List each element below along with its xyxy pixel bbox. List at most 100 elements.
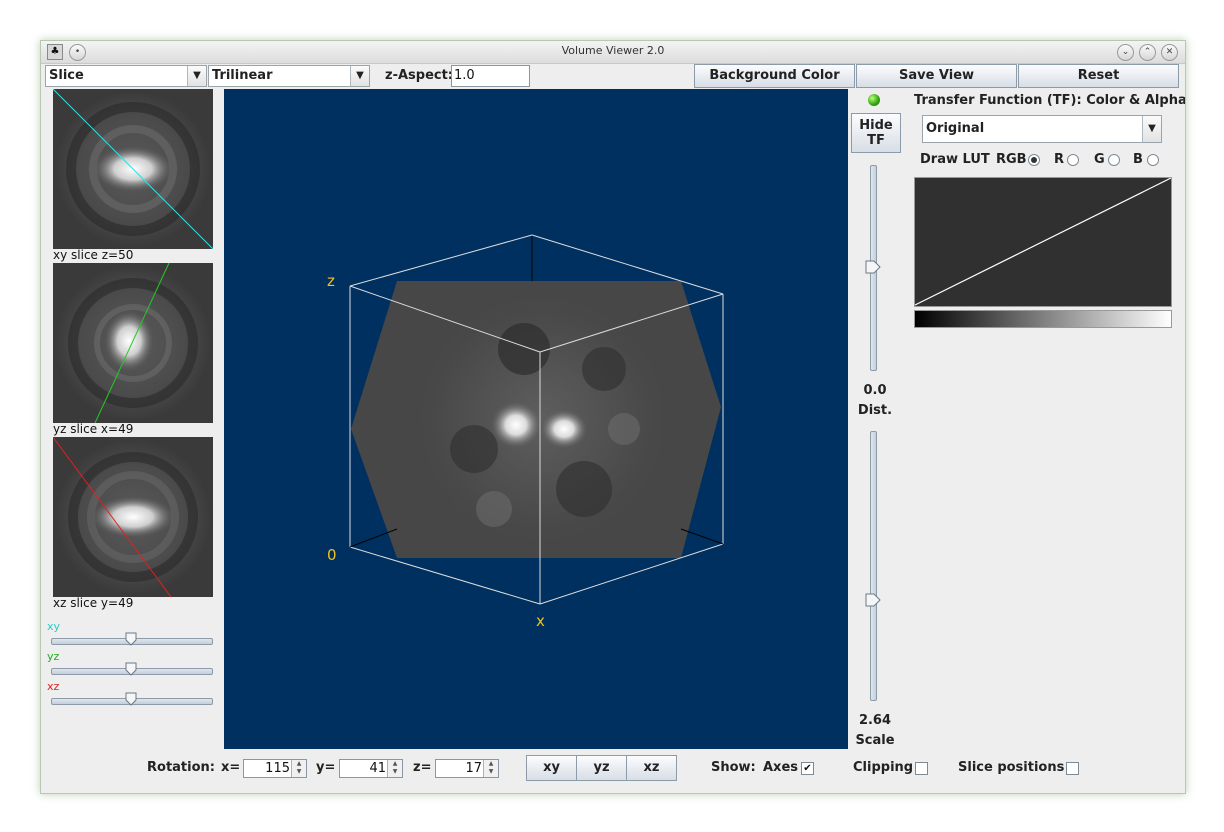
hide-tf-button[interactable]: Hide TF (851, 113, 901, 153)
distance-slider-thumb[interactable] (865, 260, 881, 274)
xz-slice-caption: xz slice y=49 (53, 596, 134, 610)
xy-slice-caption: xy slice z=50 (53, 248, 134, 262)
rotation-z-label: z= (413, 760, 432, 775)
slice-positions-label: Slice positions (958, 760, 1065, 775)
channel-g-radio[interactable] (1108, 154, 1120, 166)
scale-value: 2.64 (858, 713, 892, 728)
channel-b-label: B (1133, 152, 1143, 167)
volume-core (490, 401, 542, 449)
z-aspect-input[interactable]: 1.0 (451, 65, 530, 87)
xz-slice-svg (53, 437, 211, 597)
interpolation-select-value: Trilinear (212, 68, 273, 83)
xy-slider-thumb[interactable] (125, 632, 137, 646)
transfer-function-title: Transfer Function (TF): Color & Alpha (914, 93, 1186, 108)
hide-tf-line2: TF (867, 133, 885, 148)
yz-slice-caption: yz slice x=49 (53, 422, 134, 436)
axes-checkbox[interactable]: ✔ (801, 762, 814, 775)
scale-slider-thumb[interactable] (865, 593, 881, 607)
spinner-arrows-icon[interactable]: ▲ ▼ (483, 760, 498, 777)
channel-rgb-radio[interactable] (1028, 154, 1040, 166)
volume-render-svg: z 0 x (327, 234, 724, 630)
tf-preset-select[interactable]: Original ▼ (922, 115, 1162, 143)
rotation-z-spinner[interactable]: 17 ▲ ▼ (435, 759, 499, 778)
chevron-down-icon: ▼ (1142, 116, 1161, 142)
save-view-button[interactable]: Save View (856, 64, 1017, 88)
channel-g-label: G (1094, 152, 1105, 167)
interpolation-select[interactable]: Trilinear ▼ (208, 65, 370, 87)
show-label: Show: (711, 760, 756, 775)
rotation-x-value: 115 (265, 761, 290, 776)
title-bar: ♣ • Volume Viewer 2.0 ⌄ ⌃ ✕ (41, 41, 1185, 64)
bounding-box (349, 234, 724, 605)
volume-3d-view[interactable]: z 0 x (224, 89, 848, 749)
z-aspect-value: 1.0 (454, 68, 475, 83)
minimize-icon[interactable]: ⌄ (1117, 44, 1134, 61)
java-app-icon: ♣ (47, 44, 63, 60)
yz-slider-thumb[interactable] (125, 662, 137, 676)
xz-slider-thumb[interactable] (125, 692, 137, 706)
xz-slider-label: xz (47, 680, 60, 693)
axes-label: Axes (763, 760, 799, 775)
spinner-arrows-icon[interactable]: ▲ ▼ (291, 760, 306, 777)
chevron-down-icon: ▼ (187, 66, 206, 86)
tf-preset-value: Original (926, 121, 985, 136)
axis-origin-label: 0 (327, 546, 337, 564)
rotation-x-label: x= (221, 760, 241, 775)
chevron-down-icon: ▼ (350, 66, 369, 86)
channel-rgb-label: RGB (996, 152, 1027, 167)
rotation-y-spinner[interactable]: 41 ▲ ▼ (339, 759, 403, 778)
channel-r-radio[interactable] (1067, 154, 1079, 166)
window-menu-icon[interactable]: • (69, 44, 86, 61)
volume-light-spot (608, 413, 640, 445)
volume-core (540, 409, 588, 449)
volume-dark-spot (450, 425, 498, 473)
rotation-y-value: 41 (369, 761, 386, 776)
xy-slice-svg (53, 89, 213, 249)
slice-positions-checkbox[interactable] (1066, 762, 1079, 775)
view-xz-button[interactable]: xz (626, 755, 677, 781)
mode-select[interactable]: Slice ▼ (45, 65, 207, 87)
lut-editor-canvas[interactable] (914, 177, 1172, 307)
rotation-y-label: y= (316, 760, 336, 775)
scale-label: Scale (855, 733, 895, 748)
volume-dark-spot (498, 323, 550, 375)
background-color-button[interactable]: Background Color (694, 64, 855, 88)
mode-select-value: Slice (49, 68, 84, 83)
reset-button[interactable]: Reset (1018, 64, 1179, 88)
clipping-checkbox[interactable] (915, 762, 928, 775)
z-aspect-label: z-Aspect: (385, 68, 454, 83)
maximize-icon[interactable]: ⌃ (1139, 44, 1156, 61)
close-icon[interactable]: ✕ (1161, 44, 1178, 61)
spinner-arrows-icon[interactable]: ▲ ▼ (387, 760, 402, 777)
green-light-icon (868, 94, 880, 106)
volume-dark-spot (556, 461, 612, 517)
xy-slider-label: xy (47, 620, 61, 633)
rotation-x-spinner[interactable]: 115 ▲ ▼ (243, 759, 307, 778)
lut-curve-svg (914, 177, 1172, 306)
view-yz-button[interactable]: yz (576, 755, 627, 781)
volume-viewer-window: ♣ • Volume Viewer 2.0 ⌄ ⌃ ✕ Slice ▼ Tril… (40, 40, 1186, 794)
volume-light-spot (476, 491, 512, 527)
scale-slider-track[interactable] (870, 431, 877, 701)
draw-lut-label: Draw LUT (920, 152, 990, 167)
lut-gradient-bar (914, 310, 1172, 328)
window-title: Volume Viewer 2.0 (561, 44, 665, 57)
distance-value: 0.0 (863, 383, 887, 398)
xy-slice-image[interactable] (53, 89, 213, 249)
yz-slice-image[interactable] (53, 263, 213, 423)
lut-curve (914, 177, 1172, 306)
channel-b-radio[interactable] (1147, 154, 1159, 166)
rotation-label: Rotation: (147, 760, 215, 775)
view-xy-button[interactable]: xy (526, 755, 577, 781)
distance-label: Dist. (857, 403, 893, 418)
yz-slice-svg (55, 263, 211, 423)
xz-slice-image[interactable] (53, 437, 213, 597)
hidden-bottom-edge (349, 528, 398, 548)
axis-z-label: z (327, 272, 335, 290)
hide-tf-line1: Hide (859, 118, 893, 133)
channel-r-label: R (1054, 152, 1065, 167)
clipping-label: Clipping (853, 760, 914, 775)
rotation-z-value: 17 (465, 761, 482, 776)
volume-dark-spot (582, 347, 626, 391)
hidden-bottom-edge (680, 528, 724, 545)
